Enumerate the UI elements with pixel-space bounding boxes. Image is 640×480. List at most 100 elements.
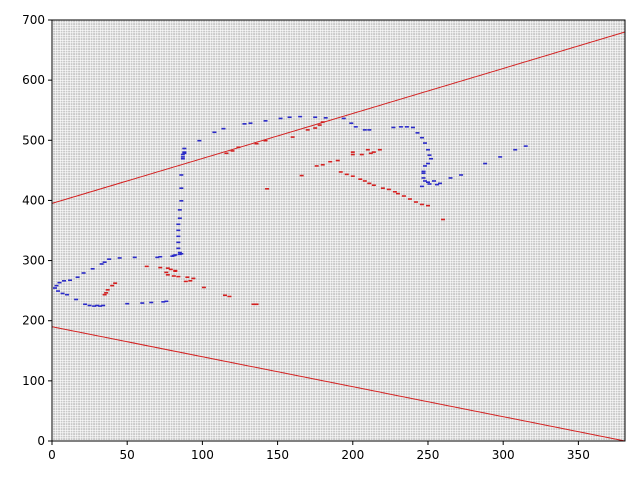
point-blue-93	[164, 300, 169, 303]
point-blue-87	[98, 305, 103, 307]
point-red-57	[254, 303, 259, 306]
point-blue-73	[75, 276, 80, 279]
point-red-27	[380, 187, 385, 189]
point-blue-84	[87, 304, 92, 307]
point-red-34	[419, 203, 424, 206]
point-red-39	[350, 151, 355, 153]
point-blue-29	[349, 122, 354, 125]
point-blue-41	[197, 139, 202, 142]
point-red-49	[176, 275, 181, 278]
point-blue-72	[81, 272, 86, 274]
point-red-60	[110, 284, 115, 287]
point-red-58	[251, 303, 256, 306]
point-blue-88	[101, 304, 106, 307]
point-blue-9	[427, 183, 432, 185]
y-tick-label-100: 100	[22, 374, 45, 388]
point-blue-38	[242, 123, 247, 125]
point-blue-15	[425, 162, 430, 165]
point-red-22	[350, 175, 355, 177]
point-blue-14	[422, 165, 427, 167]
point-blue-36	[263, 120, 268, 122]
point-red-32	[407, 198, 412, 200]
point-blue-5	[448, 177, 453, 179]
point-red-6	[254, 142, 259, 145]
point-red-23	[358, 178, 363, 180]
point-red-46	[164, 271, 169, 274]
point-blue-44	[182, 152, 187, 155]
point-blue-81	[65, 293, 70, 296]
point-blue-22	[410, 126, 415, 129]
point-blue-23	[404, 126, 409, 128]
point-blue-6	[438, 182, 443, 185]
point-blue-47	[180, 157, 185, 160]
point-blue-1	[513, 148, 518, 151]
point-blue-76	[57, 281, 62, 284]
boundary-line-0	[52, 31, 625, 204]
point-blue-68	[107, 258, 112, 260]
y-tick-label-400: 400	[22, 193, 45, 207]
point-red-50	[185, 276, 190, 279]
boundary-line-1	[52, 326, 625, 441]
plot-background	[52, 20, 625, 441]
point-red-37	[299, 174, 304, 177]
point-blue-45	[180, 153, 185, 156]
point-red-15	[350, 153, 355, 156]
point-red-5	[263, 139, 268, 142]
point-blue-48	[179, 174, 184, 176]
point-blue-33	[298, 115, 303, 118]
point-blue-16	[428, 157, 433, 160]
point-blue-64	[158, 255, 163, 258]
point-blue-58	[177, 251, 182, 254]
point-blue-56	[176, 241, 181, 244]
point-blue-13	[421, 170, 426, 173]
point-blue-2	[498, 156, 503, 158]
point-blue-40	[212, 131, 217, 134]
point-blue-92	[161, 301, 166, 303]
point-blue-67	[117, 257, 122, 259]
x-tick-label-350: 350	[567, 448, 590, 462]
point-red-19	[314, 165, 319, 167]
point-red-12	[377, 148, 382, 151]
y-tick-label-300: 300	[22, 254, 45, 268]
point-red-52	[188, 280, 193, 282]
point-red-10	[365, 148, 370, 151]
point-blue-12	[421, 172, 426, 174]
point-blue-25	[391, 126, 396, 129]
point-red-24	[362, 180, 367, 182]
point-red-28	[386, 188, 391, 191]
point-blue-66	[132, 256, 137, 259]
point-red-21	[344, 173, 349, 176]
point-blue-51	[177, 209, 182, 211]
point-blue-89	[125, 302, 130, 305]
point-blue-35	[278, 117, 283, 120]
point-blue-54	[176, 229, 181, 232]
point-red-38	[265, 188, 270, 190]
point-blue-26	[367, 129, 372, 131]
point-red-51	[191, 277, 196, 280]
y-axis: 0 100 200 300 400 500 600 700	[22, 13, 52, 448]
point-blue-8	[432, 180, 436, 182]
point-red-25	[367, 182, 372, 185]
point-blue-11	[421, 177, 426, 179]
point-red-18	[320, 163, 325, 166]
point-red-41	[158, 266, 163, 269]
point-red-1	[317, 124, 322, 126]
point-red-62	[104, 292, 109, 294]
data-points	[53, 115, 528, 307]
point-red-55	[222, 294, 227, 297]
point-red-31	[401, 195, 406, 197]
point-blue-57	[176, 247, 181, 250]
point-blue-52	[177, 217, 182, 220]
point-blue-90	[140, 302, 145, 304]
point-red-30	[395, 192, 400, 195]
point-red-54	[201, 286, 206, 289]
point-red-47	[165, 274, 170, 276]
point-blue-21	[415, 132, 420, 134]
point-blue-37	[248, 122, 253, 125]
point-red-29	[392, 191, 397, 193]
point-blue-4	[459, 174, 464, 176]
point-red-45	[173, 270, 178, 272]
point-red-26	[371, 184, 376, 186]
point-blue-42	[182, 147, 187, 150]
x-tick-label-300: 300	[492, 448, 515, 462]
